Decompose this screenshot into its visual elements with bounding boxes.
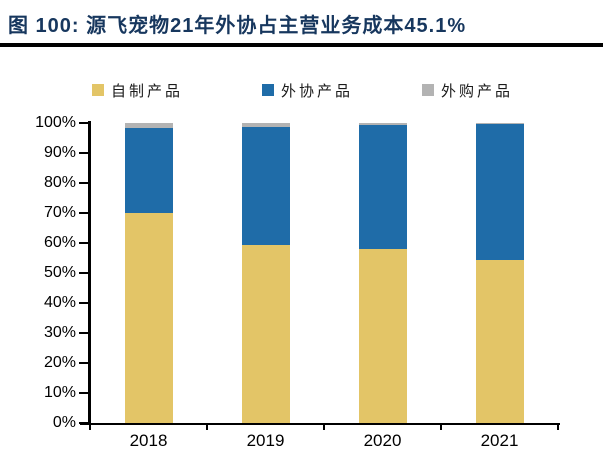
y-tick-label: 100%: [35, 114, 76, 131]
x-tick-label: 2021: [480, 431, 519, 450]
y-tick-mark: [79, 272, 88, 274]
legend-swatch-purchased: [422, 84, 434, 96]
x-tick-mark: [323, 423, 325, 430]
legend-label-outsourced: 外协产品: [281, 82, 354, 100]
y-tick-mark: [79, 392, 88, 394]
chart-legend: 自制产品 外协产品 外购产品: [0, 81, 603, 100]
legend-item-purchased: 外购产品: [422, 81, 514, 100]
y-tick-label: 50%: [43, 264, 76, 281]
plot-area: [90, 123, 558, 423]
x-tick-label: 2019: [246, 431, 285, 450]
x-axis-line: [80, 422, 560, 425]
figure-title: 图 100: 源飞宠物21年外协占主营业务成本45.1%: [8, 15, 467, 37]
y-tick-label: 70%: [43, 204, 76, 221]
bar-segment: [124, 123, 173, 129]
y-tick-label: 40%: [43, 294, 76, 311]
bar-segment: [241, 245, 290, 423]
bar-segment: [124, 128, 173, 214]
y-tick-label: 20%: [43, 354, 76, 371]
y-tick-mark: [79, 182, 88, 184]
stacked-bar-2021: [475, 123, 524, 423]
y-tick-label: 80%: [43, 174, 76, 191]
bar-segment: [475, 124, 524, 260]
x-tick-label: 2018: [129, 431, 168, 450]
bar-segment: [241, 127, 290, 246]
legend-swatch-outsourced: [262, 84, 274, 96]
bar-segment: [358, 249, 407, 423]
y-tick-label: 90%: [43, 144, 76, 161]
title-underline: [0, 43, 603, 47]
y-tick-mark: [79, 422, 88, 424]
legend-item-outsourced: 外协产品: [262, 81, 354, 100]
stacked-bar-2019: [241, 123, 290, 423]
legend-label-purchased: 外购产品: [441, 82, 514, 100]
y-axis-line: [88, 121, 91, 424]
y-tick-mark: [79, 302, 88, 304]
bar-segment: [358, 125, 407, 249]
stacked-bar-2020: [358, 123, 407, 423]
legend-swatch-self-made: [92, 84, 104, 96]
y-tick-label: 0%: [52, 414, 76, 431]
x-tick-mark: [440, 423, 442, 430]
y-tick-label: 10%: [43, 384, 76, 401]
legend-label-self-made: 自制产品: [111, 82, 184, 100]
x-tick-label: 2020: [363, 431, 402, 450]
y-tick-mark: [79, 242, 88, 244]
y-tick-mark: [79, 122, 88, 124]
bar-segment: [475, 259, 524, 423]
bar-segment: [358, 123, 407, 126]
x-tick-mark: [206, 423, 208, 430]
y-tick-mark: [79, 152, 88, 154]
y-tick-mark: [79, 212, 88, 214]
x-tick-mark: [557, 423, 559, 430]
y-tick-label: 60%: [43, 234, 76, 251]
bar-segment: [124, 213, 173, 423]
x-tick-mark: [89, 423, 91, 430]
y-tick-mark: [79, 362, 88, 364]
y-tick-label: 30%: [43, 324, 76, 341]
y-tick-mark: [79, 332, 88, 334]
legend-item-self-made: 自制产品: [92, 81, 184, 100]
bar-segment: [241, 123, 290, 128]
bar-segment: [475, 123, 524, 125]
stacked-bar-2018: [124, 123, 173, 423]
